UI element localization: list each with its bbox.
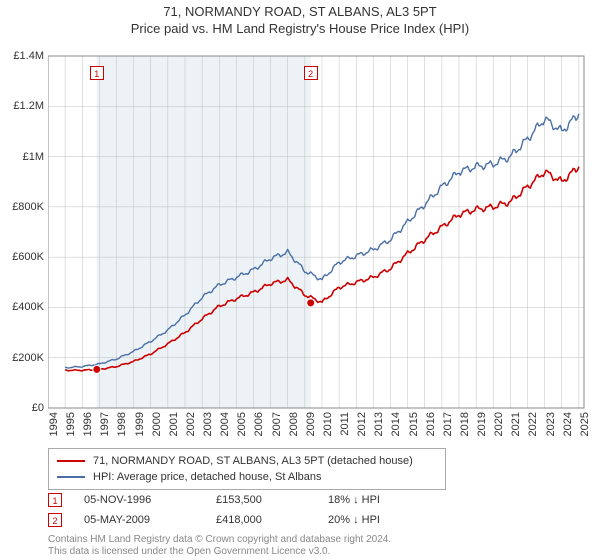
sale-marker-1: 1 (90, 66, 104, 80)
xtick-label: 2021 (510, 412, 522, 436)
sale-delta: 18% ↓ HPI (328, 494, 380, 506)
xtick-label: 2011 (339, 412, 351, 436)
sale-date: 05-MAY-2009 (84, 514, 194, 526)
xtick-label: 2008 (288, 412, 300, 436)
ytick-label: £200K (2, 352, 44, 364)
xtick-label: 2014 (390, 412, 402, 436)
xtick-label: 2019 (476, 412, 488, 436)
price-chart: 12£0£200K£400K£600K£800K£1M£1.2M£1.4M199… (48, 52, 588, 412)
sale-price: £418,000 (216, 514, 306, 526)
xtick-label: 2024 (562, 412, 574, 436)
legend-label-1: 71, NORMANDY ROAD, ST ALBANS, AL3 5PT (d… (93, 455, 413, 467)
license-line-2: This data is licensed under the Open Gov… (48, 546, 568, 558)
legend-item-hpi: HPI: Average price, detached house, St A… (57, 469, 437, 485)
xtick-label: 2016 (425, 412, 437, 436)
ytick-label: £400K (2, 301, 44, 313)
xtick-label: 2004 (219, 412, 231, 436)
license-line-1: Contains HM Land Registry data © Crown c… (48, 534, 568, 546)
xtick-label: 2018 (459, 412, 471, 436)
legend-swatch-1 (57, 460, 85, 462)
legend-item-property: 71, NORMANDY ROAD, ST ALBANS, AL3 5PT (d… (57, 453, 437, 469)
sale-date: 05-NOV-1996 (84, 494, 194, 506)
ytick-label: £1.2M (2, 100, 44, 112)
xtick-label: 2022 (527, 412, 539, 436)
sale-row: 2 05-MAY-2009 £418,000 20% ↓ HPI (48, 510, 548, 530)
sale-row: 1 05-NOV-1996 £153,500 18% ↓ HPI (48, 490, 548, 510)
xtick-label: 2002 (185, 412, 197, 436)
legend: 71, NORMANDY ROAD, ST ALBANS, AL3 5PT (d… (48, 448, 446, 490)
sales-table: 1 05-NOV-1996 £153,500 18% ↓ HPI 2 05-MAY-200… (48, 490, 548, 530)
xtick-label: 2005 (236, 412, 248, 436)
xtick-label: 2015 (408, 412, 420, 436)
xtick-label: 2025 (579, 412, 591, 436)
xtick-label: 2003 (202, 412, 214, 436)
ytick-label: £1M (2, 151, 44, 163)
xtick-label: 2009 (305, 412, 317, 436)
xtick-label: 1997 (99, 412, 111, 436)
xtick-label: 2010 (322, 412, 334, 436)
xtick-label: 1998 (116, 412, 128, 436)
page-title: 71, NORMANDY ROAD, ST ALBANS, AL3 5PT (0, 4, 600, 19)
ytick-label: £1.4M (2, 50, 44, 62)
chart-canvas (48, 52, 588, 412)
sale-delta: 20% ↓ HPI (328, 514, 380, 526)
xtick-label: 2013 (373, 412, 385, 436)
xtick-label: 2023 (545, 412, 557, 436)
xtick-label: 2007 (271, 412, 283, 436)
sale-marker-ref-2: 2 (48, 513, 62, 527)
ytick-label: £800K (2, 201, 44, 213)
legend-swatch-2 (57, 476, 85, 478)
sale-marker-ref-1: 1 (48, 493, 62, 507)
xtick-label: 1995 (65, 412, 77, 436)
xtick-label: 2012 (356, 412, 368, 436)
xtick-label: 2020 (493, 412, 505, 436)
ytick-label: £0 (2, 402, 44, 414)
xtick-label: 1999 (134, 412, 146, 436)
license-text: Contains HM Land Registry data © Crown c… (48, 534, 568, 558)
xtick-label: 2017 (442, 412, 454, 436)
sale-marker-2: 2 (304, 66, 318, 80)
page-subtitle: Price paid vs. HM Land Registry's House … (0, 21, 600, 36)
xtick-label: 2001 (168, 412, 180, 436)
xtick-label: 1996 (82, 412, 94, 436)
xtick-label: 2006 (253, 412, 265, 436)
xtick-label: 1994 (48, 412, 60, 436)
ytick-label: £600K (2, 251, 44, 263)
legend-label-2: HPI: Average price, detached house, St A… (93, 471, 322, 483)
xtick-label: 2000 (151, 412, 163, 436)
sale-price: £153,500 (216, 494, 306, 506)
